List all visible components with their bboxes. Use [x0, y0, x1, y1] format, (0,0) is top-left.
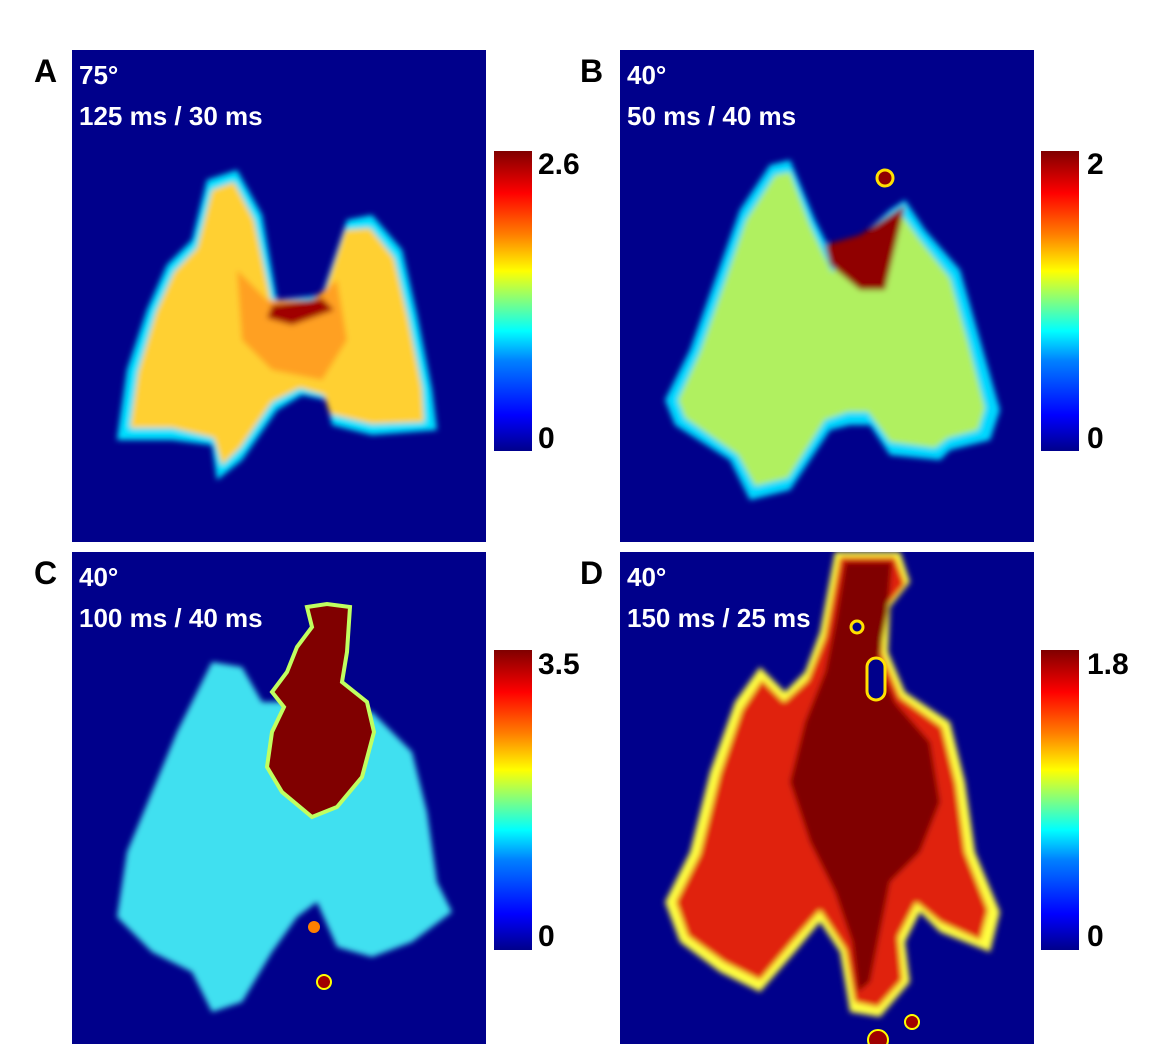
- flip-angle-label: 40°: [627, 60, 667, 90]
- colorbar-min-label: 0: [1087, 422, 1104, 455]
- map-image-a: 75° 125 ms / 30 ms: [72, 50, 486, 542]
- panel-letter-c: C: [34, 555, 58, 591]
- colorbar-min-label: 0: [538, 920, 555, 953]
- timing-label: 150 ms / 25 ms: [627, 603, 811, 633]
- map-image-d: 40° 150 ms / 25 ms: [620, 552, 1034, 1044]
- thyroid-map-b: [665, 160, 1000, 500]
- timing-label: 100 ms / 40 ms: [79, 603, 263, 633]
- colorbar-max-label: 3.5: [538, 648, 580, 681]
- colorbar-b: [1041, 151, 1079, 451]
- colorbar-a: [494, 151, 532, 451]
- flip-angle-label: 40°: [79, 562, 119, 592]
- colorbar-max-label: 2: [1087, 148, 1104, 181]
- thyroid-map-a: [117, 170, 437, 480]
- flip-angle-label: 75°: [79, 60, 119, 90]
- timing-label: 50 ms / 40 ms: [627, 101, 797, 131]
- panel-letter-b: B: [580, 53, 604, 89]
- colorbar-min-label: 0: [538, 422, 555, 455]
- colorbar-min-label: 0: [1087, 920, 1104, 953]
- map-image-b: 40° 50 ms / 40 ms: [620, 50, 1034, 542]
- flip-angle-label: 40°: [627, 562, 667, 592]
- timing-label: 125 ms / 30 ms: [79, 101, 263, 131]
- thyroid-map-d: [665, 552, 1000, 1044]
- panel-letter-a: A: [34, 53, 58, 89]
- map-image-c: 40° 100 ms / 40 ms: [72, 552, 486, 1044]
- colorbar-d: [1041, 650, 1079, 950]
- thyroid-map-c: [117, 601, 452, 1012]
- colorbar-max-label: 2.6: [538, 148, 580, 181]
- colorbar-max-label: 1.8: [1087, 648, 1129, 681]
- colorbar-c: [494, 650, 532, 950]
- panel-letter-d: D: [580, 555, 604, 591]
